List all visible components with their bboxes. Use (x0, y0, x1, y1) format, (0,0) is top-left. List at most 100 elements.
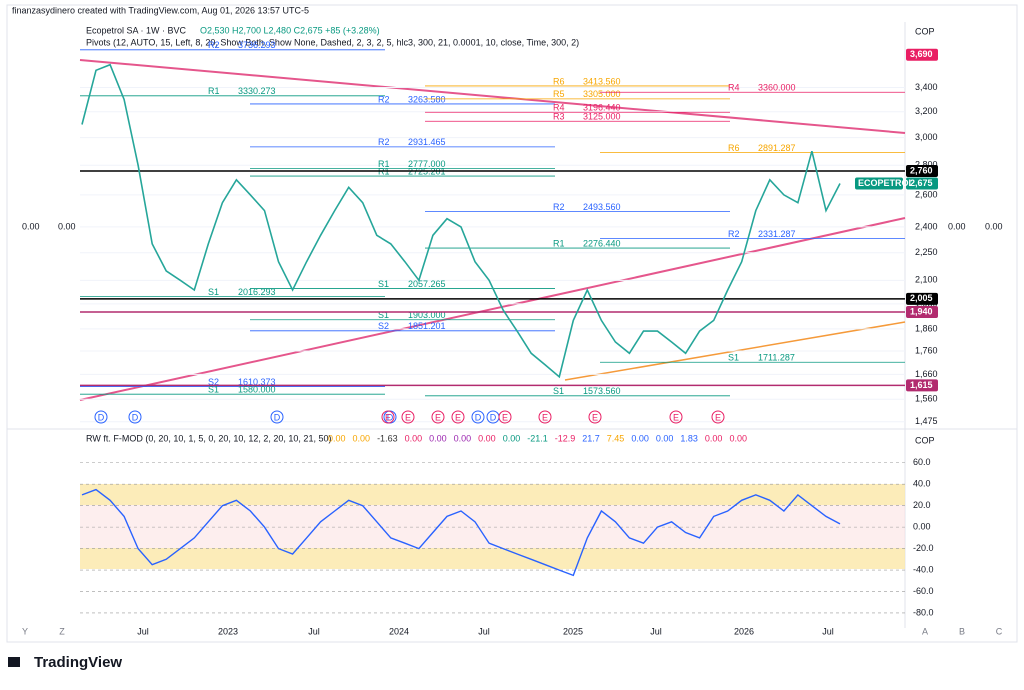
pivot-value: 1711.287 (758, 353, 795, 363)
y-tick-label: 3,400 (915, 82, 938, 92)
legend-value: -12.9 (555, 433, 576, 443)
pivots-settings: Pivots (12, AUTO, 15, Left, 8, 20, Show … (86, 37, 579, 47)
pivot-name: R2 (378, 94, 390, 104)
pivot-name: R1 (553, 238, 565, 248)
side-value: 0.00 (985, 221, 1003, 231)
pivot-value: 3305.000 (583, 89, 621, 99)
y-tick-label: 2,250 (915, 247, 938, 257)
pivot-value: 2777.000 (408, 159, 446, 169)
event-label: D (98, 412, 105, 422)
pivot-value: 1851.201 (408, 321, 446, 331)
pivot-value: 3196.440 (583, 103, 621, 113)
event-marker (451, 410, 465, 424)
pivot-name: R2 (208, 40, 220, 50)
price-tag-label: 3,690 (910, 49, 933, 59)
y-tick-label: 2,800 (915, 160, 938, 170)
pivot-name: R2 (378, 137, 390, 147)
pivot-value: 2276.440 (583, 238, 621, 248)
pivot-value: 2057.265 (408, 279, 446, 289)
legend-value: 0.00 (353, 433, 371, 443)
side-value: 0.00 (22, 221, 40, 231)
event-label: E (405, 412, 411, 422)
range-button: Y (22, 626, 28, 636)
legend-value: 0.00 (405, 433, 423, 443)
x-tick-label: Jul (650, 626, 662, 636)
range-button: Z (59, 626, 65, 636)
event-label: E (502, 412, 508, 422)
x-tick-label: Jul (478, 626, 490, 636)
pivot-value: 3413.560 (583, 76, 621, 86)
side-value: 0.00 (58, 221, 76, 231)
price-tag-label: 2,760 (910, 165, 933, 175)
pivot-value: 3263.580 (408, 94, 446, 104)
y-tick-label: 2,100 (915, 275, 938, 285)
event-label: E (715, 412, 721, 422)
pivot-name: R2 (728, 229, 740, 239)
legend-value: 0.00 (729, 433, 747, 443)
range-button: A (922, 626, 928, 636)
y-tick-label: 40.0 (913, 479, 931, 489)
legend-value: 0.00 (478, 433, 496, 443)
pivot-name: S2 (208, 377, 219, 387)
pivot-name: R6 (728, 143, 740, 153)
pivot-name: S1 (378, 310, 389, 320)
event-label: E (673, 412, 679, 422)
legend-value: 0.00 (705, 433, 723, 443)
pivot-name: S2 (378, 321, 389, 331)
y-tick-label: 1,760 (915, 345, 938, 355)
pivot-name: S1 (728, 353, 739, 363)
trend-line (79, 217, 906, 401)
legend-value: 0.00 (503, 433, 521, 443)
pivot-value: 1903.000 (408, 310, 446, 320)
y-tick-label: 3,200 (915, 106, 938, 116)
side-value: 0.00 (948, 221, 966, 231)
event-marker (270, 410, 284, 424)
price-tag (906, 306, 938, 319)
y-tick-label: -80.0 (913, 607, 934, 617)
event-label: D (132, 412, 139, 422)
event-label: D (475, 412, 482, 422)
lower-band (80, 548, 905, 569)
price-tag (906, 177, 938, 190)
event-marker (128, 410, 142, 424)
y-tick-label: 60.0 (913, 457, 931, 467)
price-tag (906, 379, 938, 392)
currency: COP (915, 26, 935, 36)
y-tick-label: 1,860 (915, 323, 938, 333)
currency: COP (915, 435, 935, 445)
pivot-value: 1573.560 (583, 386, 621, 396)
legend-value: 7.45 (607, 433, 625, 443)
series-line (81, 63, 841, 379)
pivot-name: R3 (553, 112, 565, 122)
brand-logo (8, 657, 20, 667)
pivot-name: R4 (728, 83, 740, 93)
symbol-tag-label: ECOPETROL (858, 178, 915, 188)
pivot-name: R5 (553, 89, 565, 99)
legend-value: 1.83 (680, 433, 698, 443)
legend-value: 0.00 (656, 433, 674, 443)
event-marker (381, 410, 395, 424)
ohlc: O2,530 H2,700 L2,480 C2,675 +85 (+3.28%) (200, 25, 380, 35)
brand: TradingView (34, 654, 122, 671)
legend-value: 0.00 (429, 433, 447, 443)
event-label: E (592, 412, 598, 422)
indicator-title: RW ft. F-MOD (0, 20, 10, 1, 5, 0, 20, 10… (86, 433, 331, 443)
symbol-tag (855, 177, 903, 190)
y-tick-label: 3,000 (915, 132, 938, 142)
event-marker (401, 410, 415, 424)
legend-value: 0.00 (454, 433, 472, 443)
pivot-value: 1580.000 (238, 385, 276, 395)
series-line (81, 488, 841, 577)
price-tag-label: 2,675 (910, 178, 933, 188)
pivot-name: R1 (378, 159, 390, 169)
legend-value: -21.1 (527, 433, 548, 443)
pivot-name: S1 (553, 386, 564, 396)
range-button: C (996, 626, 1003, 636)
pivot-name: R1 (208, 86, 220, 96)
price-tag (906, 48, 938, 61)
event-marker (538, 410, 552, 424)
event-label: E (435, 412, 441, 422)
price-tag-label: 2,005 (910, 293, 933, 303)
event-marker (431, 410, 445, 424)
price-tag-label: 1,940 (910, 306, 933, 316)
